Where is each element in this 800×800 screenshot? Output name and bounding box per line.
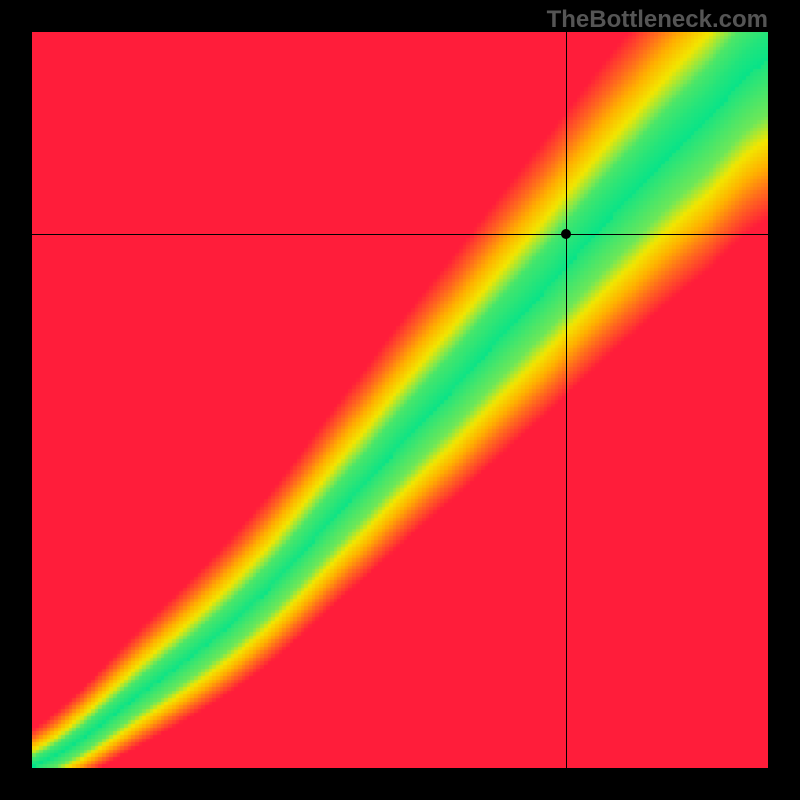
- crosshair-vertical: [566, 32, 567, 768]
- heatmap-canvas: [32, 32, 768, 768]
- bottleneck-heatmap: [32, 32, 768, 768]
- crosshair-marker: [561, 229, 571, 239]
- crosshair-horizontal: [32, 234, 768, 235]
- watermark-text: TheBottleneck.com: [547, 6, 768, 34]
